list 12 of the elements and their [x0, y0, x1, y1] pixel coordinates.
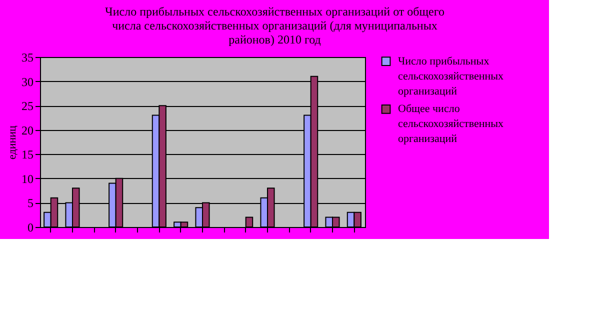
y-tick-label: 30: [22, 74, 34, 89]
y-tick-label: 10: [22, 172, 34, 186]
legend-label: Общее число сельскохозяйственных организаций: [398, 103, 504, 146]
y-tick-label: 35: [22, 50, 34, 64]
y-axis-title: единиц: [6, 125, 18, 160]
y-tick-label: 20: [22, 123, 34, 138]
y-tick-label: 5: [28, 196, 34, 210]
legend-label: Число прибыльных сельскохозяйственных организаций: [398, 55, 504, 98]
y-tick-label: 0: [28, 220, 34, 234]
y-tick-label: 25: [22, 99, 34, 114]
chart-title: Число прибыльных сельскохозяйственных организаций от общего числа сельскохозяйственных организаций (для муниципальных районов) 2010 год: [105, 4, 444, 46]
y-tick-label: 15: [22, 148, 34, 162]
